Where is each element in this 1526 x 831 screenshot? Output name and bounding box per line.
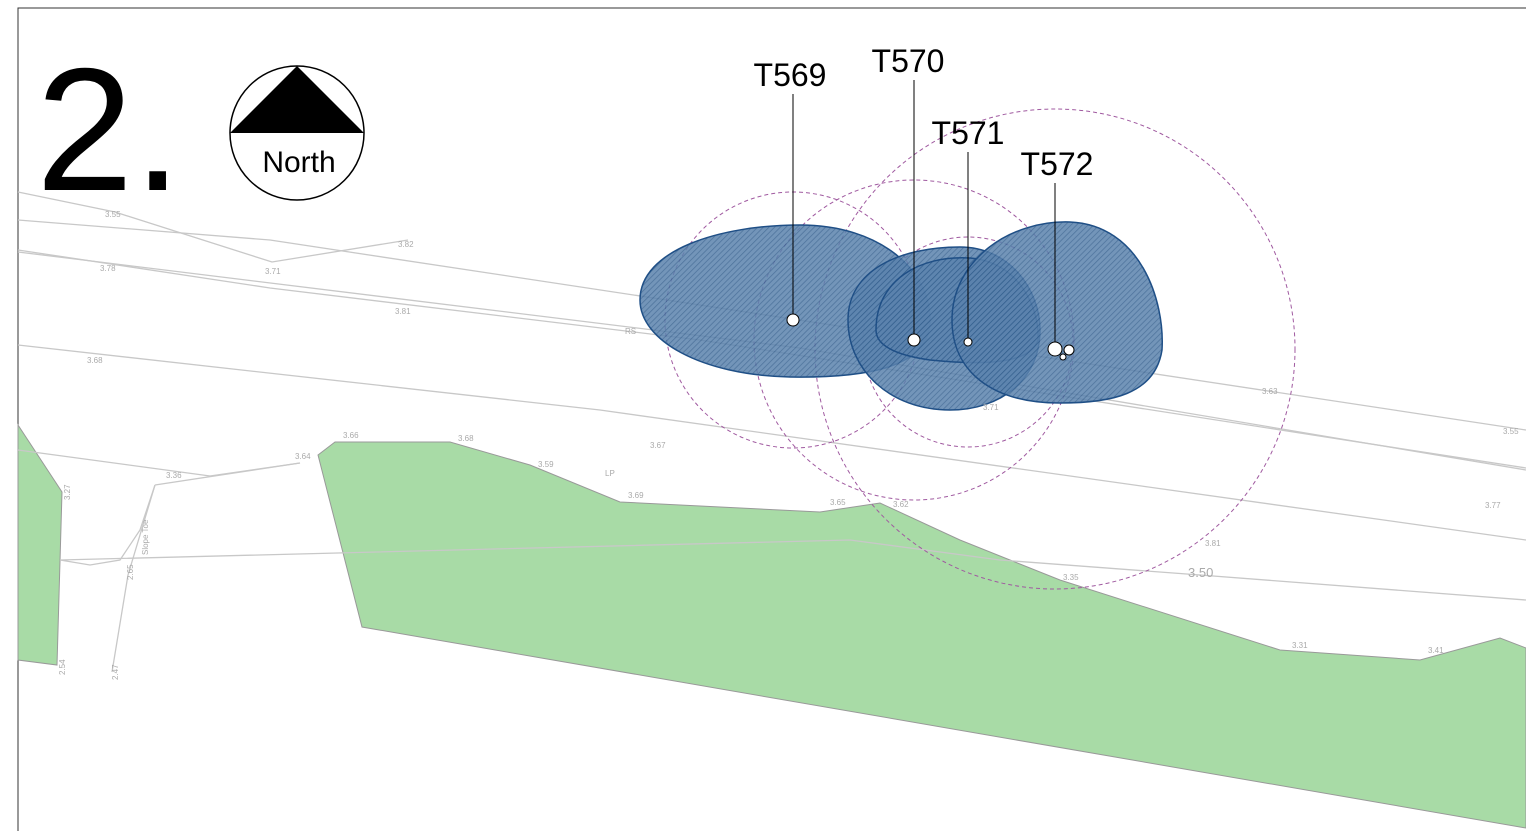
tree-stem (786, 313, 800, 327)
spot-level: 3.27 (63, 484, 72, 500)
tree-stem (963, 337, 973, 347)
spot-level: 3.66 (343, 431, 359, 440)
annotation: LP (605, 469, 615, 478)
spot-level: 3.67 (650, 441, 666, 450)
canopies (639, 221, 1163, 411)
north-arrow: North (229, 65, 365, 201)
spot-level: 3.55 (105, 210, 121, 219)
spot-level: 3.71 (983, 403, 999, 412)
north-label: North (262, 146, 335, 179)
spot-level: 3.78 (100, 264, 116, 273)
spot-level: 3.63 (1262, 387, 1278, 396)
green-areas (17, 423, 1526, 829)
tree-stem (1059, 353, 1067, 361)
spot-level: 3.41 (1428, 646, 1444, 655)
spot-level: 3.82 (398, 240, 414, 249)
spot-level: 3.55 (1503, 427, 1519, 436)
spot-level: 3.31 (1292, 641, 1308, 650)
spot-level: 3.62 (893, 500, 909, 509)
annotation: Slope Toe (141, 519, 150, 555)
spot-level: 2.65 (126, 564, 135, 580)
sheet-number: 2. (36, 33, 182, 228)
tree-stem (907, 333, 921, 347)
annotation: RS (625, 327, 636, 336)
spot-level: 3.69 (628, 491, 644, 500)
spot-level: 2.47 (111, 664, 120, 680)
spot-level: 3.68 (87, 356, 103, 365)
spot-level: 3.81 (1205, 539, 1221, 548)
tree-label: T569 (754, 57, 827, 93)
spot-level: 3.64 (295, 452, 311, 461)
spot-level: 3.59 (538, 460, 554, 469)
tree-stem (1063, 344, 1075, 356)
spot-level: 3.68 (458, 434, 474, 443)
spot-level: 3.65 (830, 498, 846, 507)
spot-level: 2.54 (58, 659, 67, 675)
tree-label: T572 (1021, 146, 1094, 182)
spot-level: 3.81 (395, 307, 411, 316)
spot-level: 3.50 (1188, 565, 1213, 580)
tree-stem (1047, 341, 1063, 357)
survey-lines (17, 191, 1526, 673)
spot-level: 3.36 (166, 471, 182, 480)
spot-level: 3.77 (1485, 501, 1501, 510)
spot-level: 3.35 (1063, 573, 1079, 582)
tree-label: T570 (872, 43, 945, 79)
spot-level: 3.71 (265, 267, 281, 276)
tree-label: T571 (932, 115, 1005, 151)
